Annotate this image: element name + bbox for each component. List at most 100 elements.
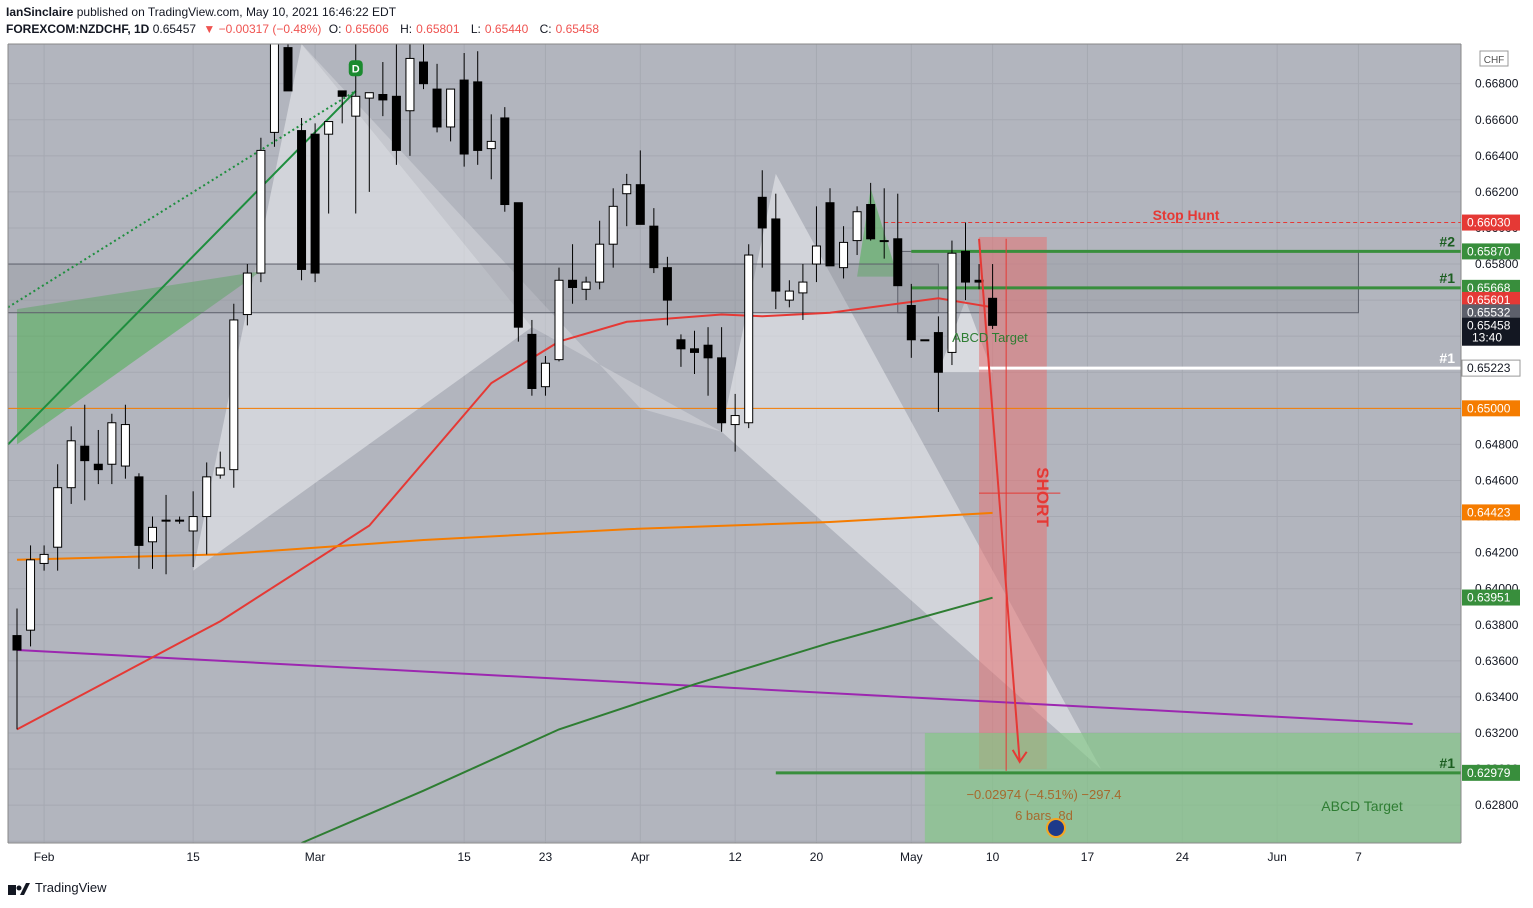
price-label-text: 0.65601 (1467, 293, 1511, 307)
candle-body (906, 305, 916, 341)
time-axis-bg (0, 843, 1461, 867)
currency-badge (1479, 50, 1509, 67)
time-tick-label: Mar (305, 850, 326, 864)
low-label: L: (470, 22, 481, 36)
candle-body (26, 559, 36, 631)
price-change: ▼ −0.00317 (−0.48%) (203, 22, 322, 36)
green-trendline-dotted (7, 90, 357, 309)
open-value: 0.65606 (345, 22, 389, 36)
publish-info: IanSinclaire published on TradingView.co… (6, 4, 607, 21)
candle-body (744, 254, 754, 424)
price-label-countdown: 13:40 (1472, 331, 1502, 345)
candle-body (608, 205, 618, 245)
level-label: #1 (1439, 755, 1455, 771)
price-label-text: 0.65458 (1467, 319, 1511, 333)
short-arrowhead (1011, 749, 1028, 764)
candle-body (405, 57, 415, 112)
candle-body (798, 281, 808, 294)
price-tick-label: 0.66200 (1475, 185, 1519, 199)
price-tick-label: 0.63800 (1475, 618, 1519, 632)
price-label-tag (1462, 214, 1520, 231)
measure-bars-text: 6 bars, 8d (1015, 808, 1073, 823)
candle-body (717, 357, 727, 424)
short-label: SHORT (1033, 467, 1052, 527)
trendline (16, 649, 1413, 725)
time-tick-label: 10 (986, 850, 1000, 864)
candle-body (771, 218, 781, 292)
candle-body (229, 319, 239, 471)
candle-body (568, 279, 578, 288)
price-label-tag (1462, 317, 1520, 346)
price-label-tag (1462, 291, 1520, 308)
price-tick-label: 0.65800 (1475, 257, 1519, 271)
high-value: 0.65801 (416, 22, 460, 36)
low-value: 0.65440 (484, 22, 529, 36)
author-name[interactable]: IanSinclaire (6, 5, 74, 19)
symbol-label[interactable]: FOREXCOM:NZDCHF, 1D (6, 22, 150, 36)
price-label-text: 0.65870 (1467, 244, 1511, 258)
price-label-tag (1462, 764, 1520, 781)
candle-body (595, 243, 605, 283)
price-label-text: 0.62979 (1467, 766, 1511, 780)
moving-average-line (16, 511, 993, 561)
candle-body (120, 424, 130, 467)
candle-body (825, 202, 835, 267)
candle-body (446, 88, 456, 128)
price-label-tag (1462, 400, 1520, 417)
candle-body (80, 445, 90, 462)
candle-body (12, 635, 22, 651)
price-label-tag (1462, 304, 1520, 321)
candle-body (256, 149, 266, 274)
price-tick-label: 0.63400 (1475, 690, 1519, 704)
candle-body (581, 281, 591, 290)
time-tick-label: 23 (539, 850, 553, 864)
candle-body (622, 184, 632, 195)
price-tick-label: 0.64600 (1475, 473, 1519, 487)
candle-body (486, 140, 496, 150)
price-tick-label: 0.63200 (1475, 726, 1519, 740)
candle-body (337, 90, 347, 97)
price-label-text: 0.65668 (1467, 281, 1511, 295)
candle-body (66, 440, 76, 489)
time-tick-label: 7 (1355, 850, 1362, 864)
price-label-text: 0.65000 (1467, 401, 1511, 415)
candle-body (703, 344, 713, 359)
high-label: H: (400, 22, 413, 36)
price-label-tag (1462, 243, 1520, 260)
price-tick-label: 0.66600 (1475, 113, 1519, 127)
currency-badge-label: CHF (1484, 55, 1505, 66)
candle-body (93, 463, 103, 471)
price-axis-bg (1461, 44, 1533, 843)
price-label-tag (1462, 589, 1520, 606)
price-label-text: 0.65532 (1467, 305, 1511, 319)
candle-body (649, 225, 659, 269)
measure-text: −0.02974 (−4.51%) −297.4 (966, 787, 1121, 802)
candle-body (324, 121, 334, 135)
price-tick-label: 0.64800 (1475, 437, 1519, 451)
candle-body (419, 61, 428, 85)
close-label: C: (539, 22, 552, 36)
candle-body (554, 279, 564, 361)
price-label-text: 0.65223 (1467, 361, 1511, 375)
time-tick-label: 12 (728, 850, 742, 864)
candle-body (500, 117, 510, 206)
time-tick-label: 17 (1081, 850, 1095, 864)
short-arrow (978, 238, 1021, 762)
tradingview-brand[interactable]: TradingView (35, 880, 107, 895)
candle-body (852, 211, 862, 242)
level-label: #1 (1439, 350, 1455, 366)
candle-body (730, 415, 740, 426)
tradingview-logo-icon (8, 882, 30, 895)
time-tick-label: Jun (1267, 850, 1286, 864)
candle-body (961, 250, 970, 283)
candle-body (53, 487, 63, 548)
price-tick-label: 0.66400 (1475, 149, 1519, 163)
candle-body (432, 88, 442, 128)
candle-body (866, 204, 876, 240)
last-price: 0.65457 (152, 22, 197, 36)
close-value: 0.65458 (555, 22, 600, 36)
level-label: #2 (1439, 233, 1455, 249)
candle-body (39, 553, 49, 564)
candle-body (540, 362, 550, 388)
